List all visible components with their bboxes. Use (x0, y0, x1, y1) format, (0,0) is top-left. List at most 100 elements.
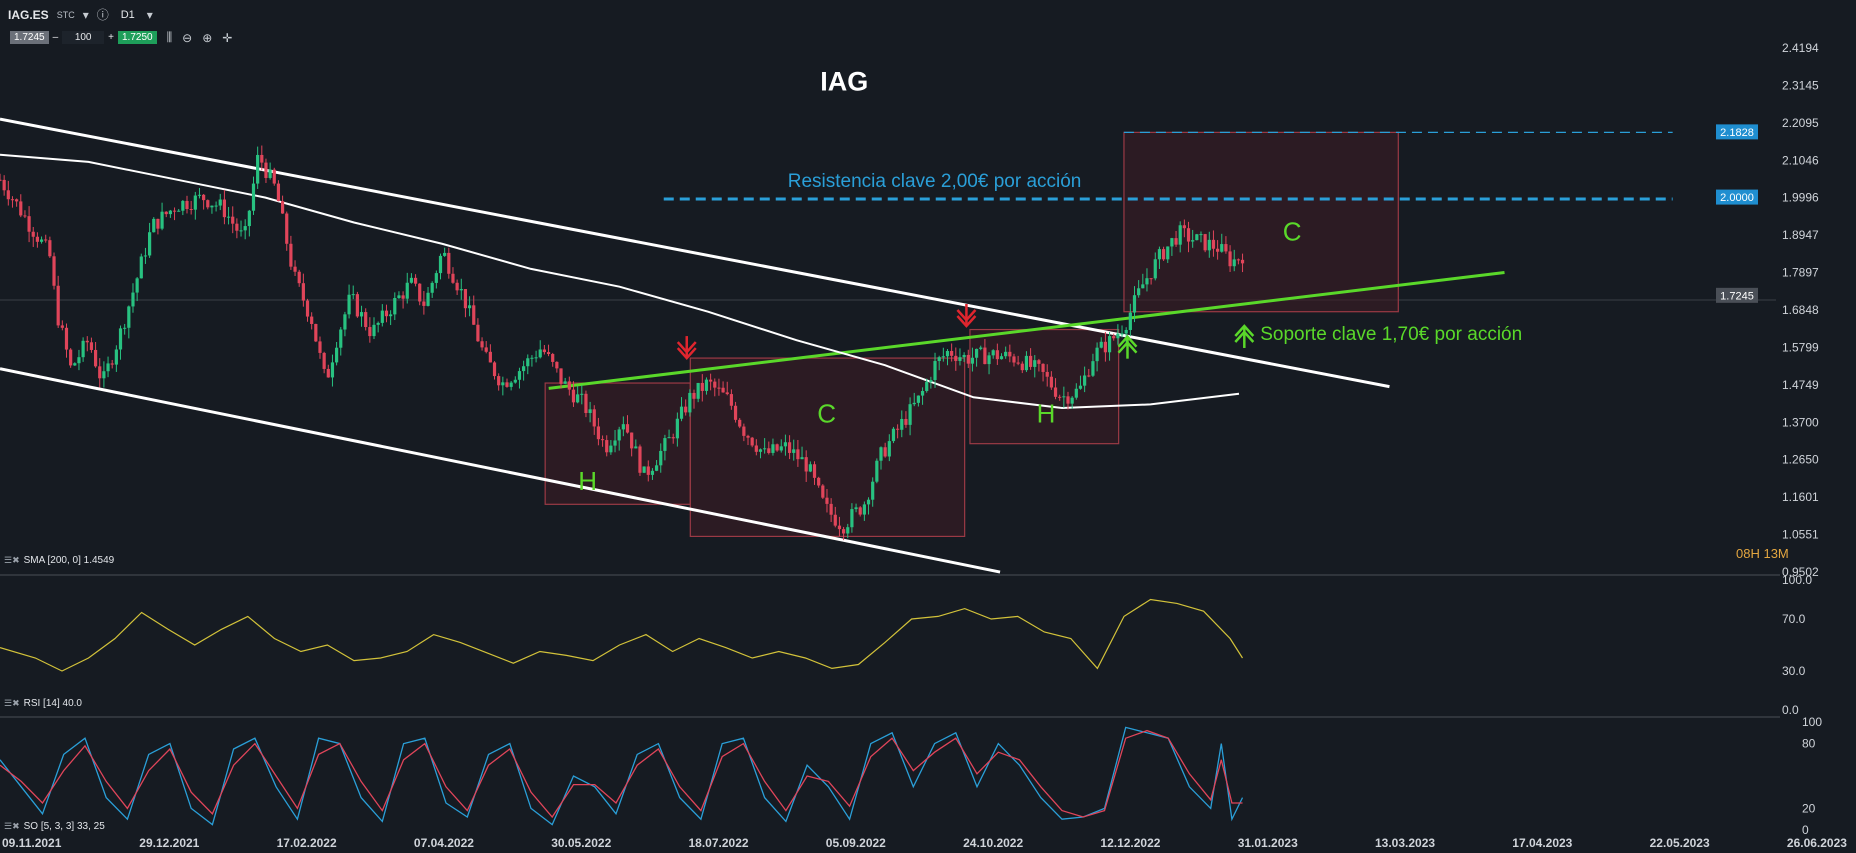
so-tick-label: 80 (1802, 737, 1816, 751)
candle-body (534, 357, 538, 359)
candle-body (235, 223, 239, 231)
candle-body (501, 382, 505, 386)
candle-body (247, 210, 251, 227)
x-tick-label: 09.11.2021 (2, 836, 62, 850)
candle-body (110, 363, 114, 365)
candle-body (48, 240, 52, 257)
y-tick-label: 1.9996 (1782, 191, 1819, 205)
y-tick-label: 0.9502 (1782, 565, 1819, 579)
candle-body (44, 239, 48, 241)
candle-body (837, 525, 842, 530)
symbol-name[interactable]: IAG.ES (8, 7, 49, 22)
candle-body (160, 211, 164, 229)
rsi-panel: 100.0 70.0 30.0 0.0 (0, 573, 1812, 717)
candle-body (642, 466, 646, 473)
x-tick-label: 17.04.2023 (1512, 836, 1572, 850)
candle-body (222, 199, 227, 218)
quantity-input[interactable]: 100 (62, 31, 105, 44)
candle-body (891, 428, 896, 442)
panel-settings-icon[interactable]: ☰✖ (4, 555, 20, 565)
zoom-out-icon[interactable]: ⊖ (182, 30, 193, 45)
candle-body (148, 232, 152, 256)
ask-price[interactable]: 1.7250 (118, 31, 157, 44)
candle-body (1074, 388, 1078, 398)
bid-price[interactable]: 1.7245 (10, 31, 49, 44)
candle-body (318, 341, 322, 353)
candle-body (679, 406, 684, 419)
candle-body (600, 439, 605, 441)
rsi-line (0, 598, 1244, 672)
candle-body (592, 409, 596, 427)
candle-body (355, 294, 359, 317)
chart-annotation: H (578, 466, 597, 496)
y-tick-label: 2.3145 (1782, 78, 1819, 92)
candle-body (792, 449, 796, 453)
crosshair-icon[interactable]: ✛ (222, 30, 233, 45)
so-k-line (0, 726, 1244, 826)
candle-body (522, 366, 526, 372)
candle-body (559, 368, 563, 384)
arrow-down-icon (676, 336, 697, 360)
interval-select[interactable]: D1 (120, 8, 135, 21)
so-tick-label: 100 (1802, 715, 1822, 729)
candle-body (933, 361, 937, 381)
candle-body (991, 350, 995, 356)
candle-body (1211, 239, 1216, 249)
x-tick-label: 13.03.2023 (1375, 836, 1435, 850)
grid (0, 299, 1780, 718)
x-tick-label: 31.01.2023 (1238, 836, 1298, 850)
arrow-up-icon (1234, 324, 1255, 348)
candle-body (1149, 278, 1153, 280)
price-tag-label: 2.0000 (1720, 192, 1754, 204)
rsi-panel-label[interactable]: ☰✖ RSI [14] 40.0 (4, 698, 82, 709)
chart-annotation: C (1283, 216, 1302, 246)
candle-body (168, 210, 172, 215)
y-tick-label: 2.1046 (1782, 153, 1819, 167)
candle-body (497, 376, 501, 386)
chevron-down-icon[interactable]: ▾ (82, 7, 89, 22)
candle-body (546, 352, 551, 355)
candle-body (966, 354, 970, 364)
candle-body (1062, 396, 1066, 398)
candle-body (646, 466, 650, 475)
candle-body (56, 285, 60, 326)
candle-body (758, 449, 763, 452)
candle-body (484, 347, 488, 352)
rsi-tick-label: 0.0 (1782, 703, 1799, 717)
candle-body (1137, 288, 1141, 296)
interval-chevron-down-icon[interactable]: ▾ (146, 7, 153, 22)
candle-body (6, 190, 10, 200)
sma-panel-label[interactable]: ☰✖ SMA [200, 0] 1.4549 (4, 555, 114, 566)
candle-body (684, 406, 688, 413)
candle-body (704, 379, 709, 391)
candle-body (89, 342, 94, 350)
candle-body (305, 300, 310, 317)
candle-body (717, 387, 721, 389)
x-tick-label: 26.06.2023 (1787, 836, 1847, 850)
plus-button[interactable]: + (108, 32, 114, 43)
candle-body (276, 183, 281, 202)
candle-body (289, 243, 293, 267)
panel-settings-icon[interactable]: ☰✖ (4, 698, 20, 708)
candle-body (1103, 341, 1108, 353)
candle-body (27, 216, 31, 232)
candle-body (829, 503, 833, 515)
indicator-icon[interactable]: ⫼ (166, 30, 173, 44)
panel-settings-icon[interactable]: ☰✖ (4, 821, 20, 831)
price-tags: 2.1828 2.0000 1.7245 (1716, 124, 1758, 303)
minus-button[interactable]: – (52, 32, 59, 43)
rsi-tick-label: 100.0 (1782, 573, 1812, 587)
info-icon[interactable]: ⓘ (96, 8, 109, 22)
so-label: SO [5, 3, 3] 33, 25 (23, 821, 105, 832)
candle-body (1174, 238, 1178, 245)
so-panel-label[interactable]: ☰✖ SO [5, 3, 3] 33, 25 (4, 821, 105, 832)
candle-body (35, 236, 40, 242)
zoom-in-icon[interactable]: ⊕ (202, 30, 213, 45)
candle-body (1091, 361, 1095, 376)
symbol-toolbar: IAG.ES STC ▾ ⓘ D1 ▾ (8, 6, 153, 23)
x-tick-label: 30.05.2022 (551, 836, 611, 850)
so-d-line (0, 729, 1243, 819)
candle-body (52, 256, 56, 286)
candle-body (954, 355, 958, 361)
